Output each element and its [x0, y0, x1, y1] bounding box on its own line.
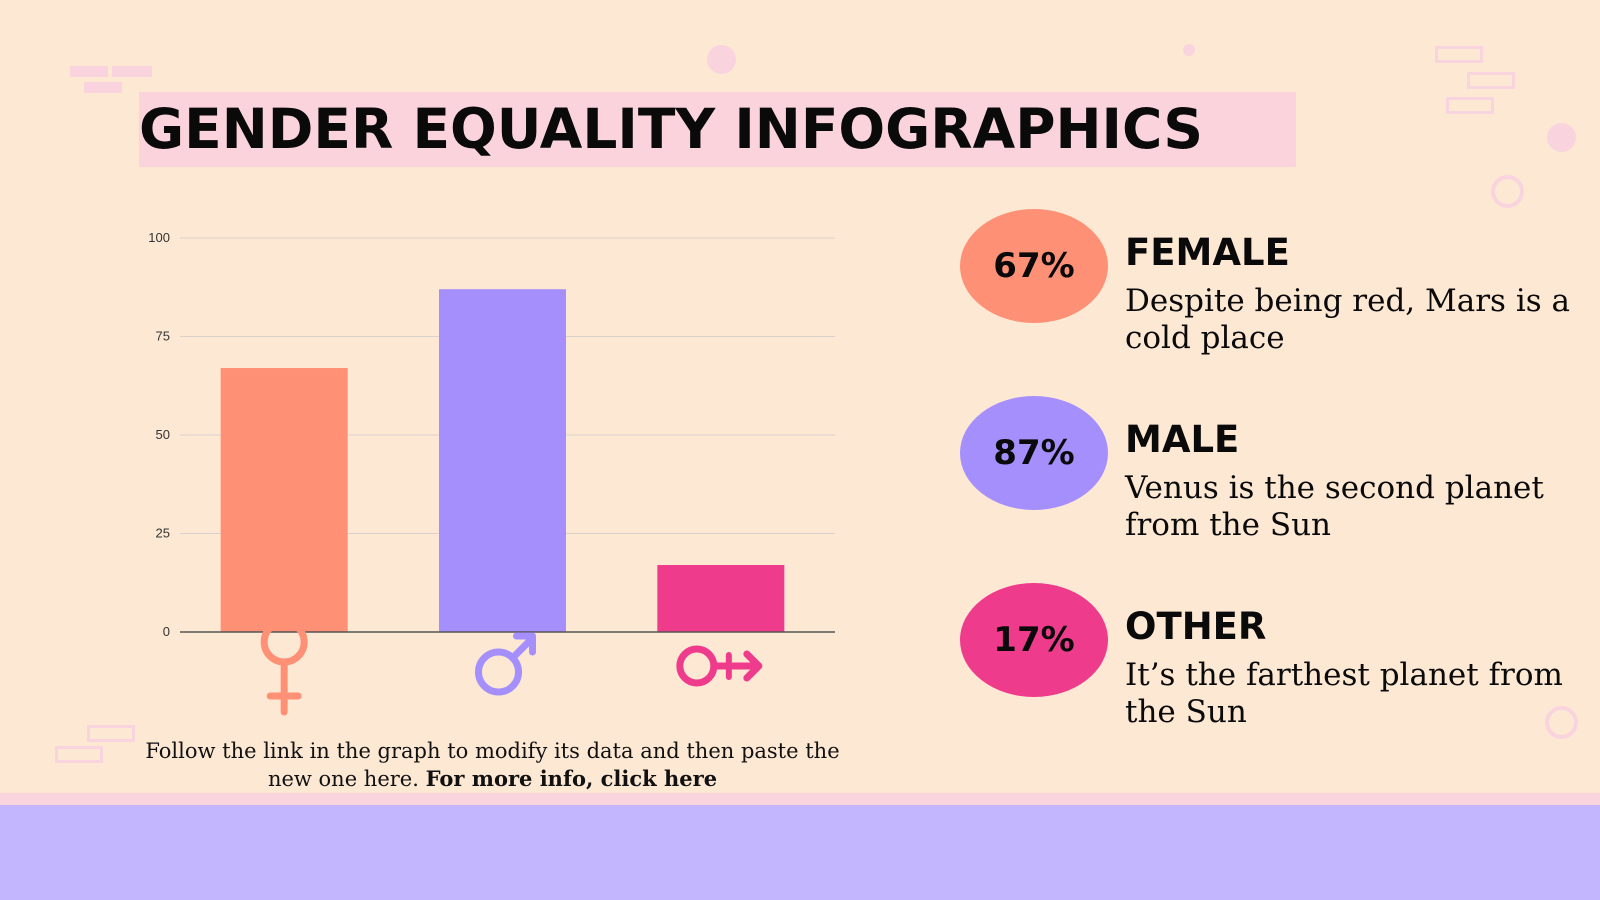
y-tick-label: 100 [148, 230, 170, 245]
stat-description: Venus is the second planet from the Sun [1125, 470, 1544, 543]
stat-male: 87% MALE Venus is the second planet from… [960, 396, 1580, 543]
stat-label: FEMALE [1125, 231, 1290, 274]
decor-brick [70, 66, 108, 77]
caption-text: Follow the link in the graph to modify i… [145, 739, 840, 791]
other-symbol-icon [676, 645, 763, 687]
decor-brick [112, 66, 152, 77]
chart-caption: Follow the link in the graph to modify i… [140, 738, 845, 793]
stat-label: OTHER [1125, 605, 1267, 648]
decor-outline-brick [1446, 97, 1494, 114]
percent-badge: 17% [960, 583, 1108, 697]
stat-female: 67% FEMALE Despite being red, Mars is a … [960, 209, 1580, 356]
decor-dot [1547, 123, 1576, 152]
stat-description: It’s the farthest planet from the Sun [1125, 657, 1563, 730]
footer-divider [0, 793, 1600, 805]
footer-band [0, 805, 1600, 900]
y-tick-label: 0 [163, 624, 170, 639]
page-title: GENDER EQUALITY INFOGRAPHICS [139, 97, 1204, 161]
male-symbol-icon [475, 632, 536, 696]
title-highlight [139, 92, 1296, 167]
decor-dot [1183, 44, 1195, 56]
stat-description: Despite being red, Mars is a cold place [1125, 283, 1570, 356]
y-tick-label: 50 [156, 427, 170, 442]
decor-outline-brick [1467, 72, 1515, 89]
more-info-link[interactable]: For more info, click here [425, 766, 718, 791]
bar-male [439, 289, 566, 632]
bar-chart: 0 25 50 75 100 [148, 230, 835, 716]
percent-badge: 67% [960, 209, 1108, 323]
stat-label: MALE [1125, 418, 1240, 461]
decor-outline-brick [1435, 46, 1483, 63]
decor-outline-brick [55, 746, 103, 763]
female-symbol-icon [260, 618, 308, 716]
stat-other: 17% OTHER It’s the farthest planet from … [960, 583, 1580, 730]
bar-other [657, 565, 785, 632]
decor-outline-brick [87, 725, 135, 742]
bar-female [220, 368, 348, 632]
decor-brick [84, 82, 122, 93]
decor-dot [707, 45, 736, 74]
decor-ring [1545, 706, 1578, 739]
percent-badge: 87% [960, 396, 1108, 510]
decor-ring [1491, 175, 1524, 208]
y-tick-label: 25 [156, 526, 170, 541]
y-tick-label: 75 [156, 329, 170, 344]
